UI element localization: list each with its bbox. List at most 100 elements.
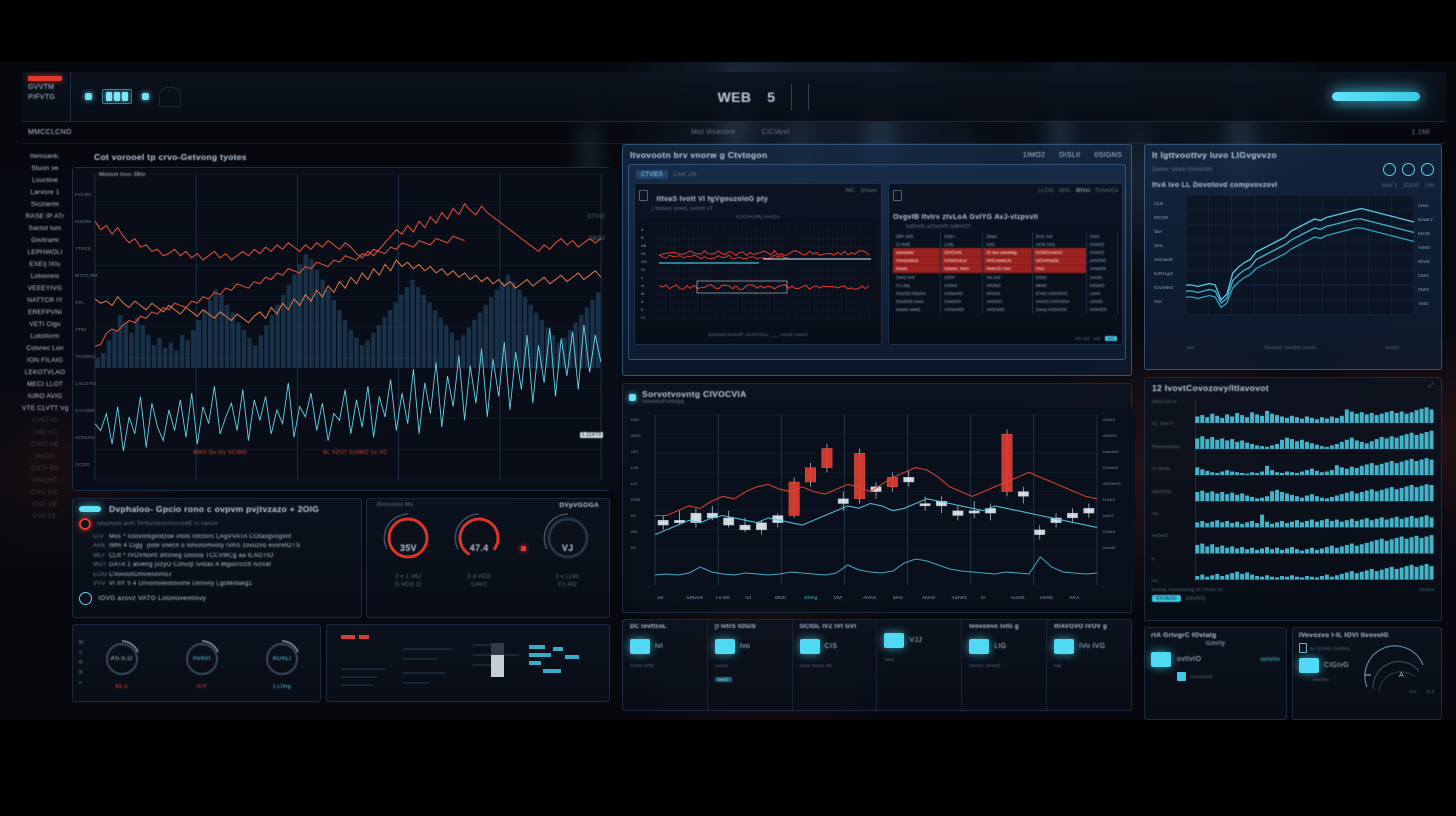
table-row[interactable]: Ivovot IvtvaIvI, IvIvA IvoIvAG AIvA VIvo AvI… (893, 265, 1118, 273)
table-footer-tool-1[interactable]: vot (1094, 336, 1101, 341)
tab-0[interactable]: CTVIES (636, 170, 668, 179)
gauge-2[interactable]: VJ 1 o LLVL C1-XI2 (539, 509, 597, 588)
sidebar-item-24[interactable]: CVCI HE (22, 438, 68, 450)
right-line-tool-2[interactable]: IVtt (1425, 183, 1434, 189)
sidebar-item-12[interactable]: NATTCR IY (22, 294, 68, 306)
candlestick-chart[interactable]: AvI IvOIvAG I-o-ISG IvJ OtOC IzrVAg VIVI AIVAG I… (629, 407, 1135, 603)
table-row[interactable]: IOIvIOOt Ivovo IVIvIOIVt IVOIVIO VIVIVS IVV… (893, 298, 1118, 306)
right-line-chart[interactable]: CLIE IOCVIS GIvI GIAL vIvILovoG ILIOVLgvt ICIv… (1152, 189, 1444, 339)
table-row[interactable]: CI ItVI5 LIVtL IVIG ACIS IVIG IVOVIO (893, 240, 1118, 248)
sidebar-item-3[interactable]: Larvore 1 (22, 186, 68, 198)
alert-row[interactable]: EOG CVovootOmveoovnEr (79, 572, 355, 578)
help-icon[interactable] (1383, 163, 1396, 176)
subpanel-right-tool-0[interactable]: LLCIO (1038, 188, 1054, 194)
table-row[interactable]: IovoIvI IvIvtG AVIVAVIOI IVOIAVIO Zvovy IVI… (893, 306, 1118, 314)
info-icon[interactable] (1402, 163, 1415, 176)
dial-2[interactable]: AUALI 1.LIVrg (259, 636, 305, 690)
subpanel-left-tool-0[interactable]: INC (845, 188, 855, 194)
sidebar-item-16[interactable]: Cotvrec Lon (22, 342, 68, 354)
sidebar-item-30[interactable]: CVA CE (22, 510, 68, 522)
table-row[interactable]: CI LIvtL IVOIvS IVIVNO IMvIO IVOIvIO (893, 281, 1118, 289)
main-chart-panel[interactable]: FVL000 IGO0Re YTIGOL WTCG RM GTL YTIM TGOORO CA… (72, 167, 610, 491)
sidebar-item-1[interactable]: Stuon ve (22, 162, 68, 174)
gear-icon[interactable] (1421, 163, 1434, 176)
data-table[interactable]: OPl- IVIS IVOI I Zvtvo DVIL IV4 AVIO CI ItVI5… (893, 232, 1118, 314)
table-row[interactable]: AVvoIvotLto IVOIvGvtLIv IVOLIvotvLIG vIOVAV… (893, 257, 1118, 265)
sidebar-item-26[interactable]: CICV RS (22, 462, 68, 474)
top-right-controls[interactable] (1332, 92, 1446, 101)
table-row[interactable]: OPl- IVIS IVOI I Zvtvo DVIL IV4 AVIO (893, 232, 1118, 240)
right-footer-left[interactable]: rtA GrtvgrC IOvtatg IOIvIty ovtIvIO ovIv… (1144, 627, 1287, 720)
sidebar-item-13[interactable]: EREFPVNI (22, 306, 68, 318)
subpanel-left-tool-1[interactable]: SIvaro (861, 188, 877, 194)
right-bars-badge[interactable]: IOIVAOG (1152, 595, 1181, 602)
stat-cell-2[interactable]: OCtOL IVZ IVt GVI CIS vovo Ivovo vG (793, 620, 878, 710)
alert-row[interactable]: CIV Mos * Ictovorkgvotzoe vtolo lotctors … (79, 534, 355, 540)
sidebar-item-2[interactable]: Lsuctine (22, 174, 68, 186)
indicator-dot-icon[interactable] (142, 93, 149, 100)
sidebar-item-20[interactable]: IURO AVIG (22, 390, 68, 402)
right-bars-chart[interactable] (1195, 397, 1434, 585)
mid-subpanel-right[interactable]: OvgvIB ItvIrv ztvLoA GvIYG AvJ-vIzpvvIl … (888, 183, 1123, 345)
sidebar-item-5[interactable]: RASE IP ATr (22, 210, 68, 222)
main-chart-svg[interactable]: FVL000 IGO0Re YTIGOL WTCG RM GTL YTIM TGOORO CA… (73, 168, 619, 490)
progress-pill[interactable] (1332, 92, 1420, 101)
gauge-1[interactable]: 47.4 3 d VCO CHV2 (450, 509, 508, 588)
alert-row[interactable]: ARE IMm 4 Cigg `pote vnecn o lotvotomvoty… (79, 543, 355, 549)
dial-0[interactable]: AS.S.O AS.S (99, 636, 145, 690)
gauge-0[interactable]: 35V 2 o 1 V5J O.VCO 11 (379, 509, 437, 588)
sidebar-item-7[interactable]: Gisttrami (22, 234, 68, 246)
table-row[interactable]: IVAVSZ IOZvIVI IVOtvIVIG IVIVIOt ICVIO AOVI… (893, 289, 1118, 297)
subheader-item-1[interactable]: CIClArel (762, 129, 790, 136)
right-line-tool-0[interactable]: IvIvI 1 (1382, 183, 1397, 189)
right-footer-right[interactable]: IVovozvo I-IL IOVI IIvovoIG IvI IOVIG CI… (1292, 627, 1442, 720)
sidebar-item-29[interactable]: CICI VE (22, 498, 68, 510)
candlestick-panel[interactable]: Sorvotvovntg CIVOCVIA IvovotvzFvotvtpg A… (622, 383, 1132, 613)
subpanel-right-tool-2[interactable]: MIVol (1076, 188, 1090, 194)
sidebar-item-18[interactable]: LEKOTVLAO (22, 366, 68, 378)
expand-icon[interactable]: ⤢ (1429, 383, 1434, 393)
stat-cell-5[interactable]: RIAVOVO IVOV g IVo IVG Ivg (1047, 620, 1131, 710)
sidebar-item-4[interactable]: Sicziarmi (22, 198, 68, 210)
table-footer-tool-2[interactable]: VO (1105, 336, 1118, 341)
sidebar-item-6[interactable]: Sactot tum (22, 222, 68, 234)
sidebar-item-25[interactable]: IAVOD (22, 450, 68, 462)
subpanel-left-chart[interactable]: ABABOLOSOIomMAECI (639, 219, 877, 327)
sidebar-item-27[interactable]: VAVLVC (22, 474, 68, 486)
stat-cell-1[interactable]: [I IvtrS IOGIS Ivo Lvovo IvIoG (708, 620, 793, 710)
brand-block[interactable]: GVVTM PIFVTG (22, 72, 70, 122)
table-icon (893, 190, 902, 201)
sidebar-item-17[interactable]: ION FILAIG (22, 354, 68, 366)
sidebar-item-19[interactable]: MECI LLOT (22, 378, 68, 390)
dial-1[interactable]: AVAVI IV.P (179, 636, 225, 690)
subheader-item-0[interactable]: Mot Vicecore (691, 129, 735, 136)
subpanel-right-tool-3[interactable]: TVtvtvCa (1095, 188, 1118, 194)
stat-cell-4[interactable]: Ivovoovo IvtG g LIG Ivovoc IvIvoG (962, 620, 1047, 710)
tab-1[interactable]: LovI 2N (674, 172, 697, 178)
sidebar-item-10[interactable]: Lotvoreni (22, 270, 68, 282)
right-line-panel[interactable]: It Igttvoottvy luvo LIGvgvvzo Gvovr Gtvo… (1144, 144, 1442, 370)
table-row[interactable]: OIVG IVO IVZVI IVLAVZ OOIvI AAVIO (893, 273, 1118, 281)
sidebar-item-22[interactable]: CVCI IC (22, 414, 68, 426)
stat-cell-3[interactable]: VJJ IvIvI (877, 620, 962, 710)
right-line-tool-1[interactable]: ICIOG (1404, 183, 1420, 189)
sidebar-item-15[interactable]: Lototlorm (22, 330, 68, 342)
right-bars-panel[interactable]: 12 IvovtCovozovy/ItIavovot ⤢ IVtvI.LIO-I… (1144, 377, 1442, 621)
sidebar-item-14[interactable]: VETI Ctgv (22, 318, 68, 330)
alert-row[interactable]: MOT GATA 1 atveng [vzyO Cotvzp Ivotas A M… (79, 562, 355, 568)
alert-row[interactable]: VVV VI ItY Il 4 OrvonIvelotovone Unnvity … (79, 581, 355, 587)
sidebar-item-9[interactable]: EXEIj IXIs (22, 258, 68, 270)
sidebar-item-23[interactable]: TIGI VC (22, 426, 68, 438)
mid-subpanel-left[interactable]: IttvaS Ivott VI fgVgouzoloG pty [ Itvoav… (634, 183, 882, 345)
table-row[interactable]: vovootvio IOVOVIS OI Itvo vorovtwg IVOIGVvo… (893, 248, 1118, 256)
sidebar-item-21[interactable]: VTE CLVTT Vg (22, 402, 68, 414)
sidebar-item-11[interactable]: VEEEYIVG (22, 282, 68, 294)
table-footer-tool-0[interactable]: Vlt vot (1075, 336, 1090, 341)
stat-cell-0[interactable]: DC IovttzoL Ivl CICO IVIO (623, 620, 708, 710)
sidebar-item-0[interactable]: Iteisoank, (22, 150, 68, 162)
alert-row[interactable]: MEI CLtt * IVOVNortI aftoneg Gtotoa TCCVM… (79, 553, 355, 559)
subpanel-right-tool-1[interactable]: SIVL (1059, 188, 1071, 194)
sidebar-item-8[interactable]: LEPHWOLI (22, 246, 68, 258)
sidebar-item-28[interactable]: CVC IVC (22, 486, 68, 498)
stat-chip[interactable]: IvIoG (715, 677, 732, 682)
